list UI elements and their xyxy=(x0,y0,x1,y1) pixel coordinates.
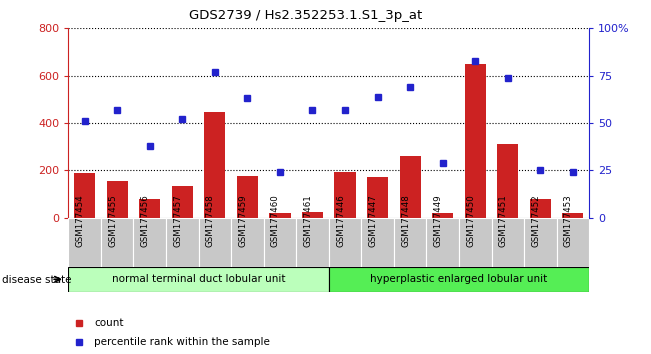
Text: disease state: disease state xyxy=(2,275,72,285)
Bar xyxy=(68,218,101,267)
Text: GSM177461: GSM177461 xyxy=(303,194,312,247)
Bar xyxy=(101,218,133,267)
Bar xyxy=(329,267,589,292)
Bar xyxy=(335,172,355,218)
Bar xyxy=(172,186,193,218)
Text: GSM177450: GSM177450 xyxy=(466,194,475,247)
Bar xyxy=(237,176,258,218)
Text: GDS2739 / Hs2.352253.1.S1_3p_at: GDS2739 / Hs2.352253.1.S1_3p_at xyxy=(189,9,422,22)
Bar xyxy=(68,267,329,292)
Bar xyxy=(524,218,557,267)
Bar xyxy=(367,177,388,218)
Bar xyxy=(204,112,225,218)
Bar xyxy=(432,213,453,218)
Text: GSM177458: GSM177458 xyxy=(206,194,215,247)
Text: GSM177455: GSM177455 xyxy=(108,194,117,247)
Bar xyxy=(139,199,160,218)
Text: hyperplastic enlarged lobular unit: hyperplastic enlarged lobular unit xyxy=(370,274,547,284)
Text: GSM177446: GSM177446 xyxy=(336,194,345,247)
Text: GSM177457: GSM177457 xyxy=(173,194,182,247)
Text: GSM177460: GSM177460 xyxy=(271,194,280,247)
Text: percentile rank within the sample: percentile rank within the sample xyxy=(94,337,270,347)
Text: normal terminal duct lobular unit: normal terminal duct lobular unit xyxy=(112,274,285,284)
Bar xyxy=(492,218,524,267)
Bar xyxy=(394,218,426,267)
Bar xyxy=(296,218,329,267)
Bar xyxy=(166,218,199,267)
Bar xyxy=(107,181,128,218)
Text: GSM177459: GSM177459 xyxy=(238,194,247,246)
Bar xyxy=(426,218,459,267)
Bar xyxy=(231,218,264,267)
Bar xyxy=(530,199,551,218)
Bar xyxy=(459,218,492,267)
Bar xyxy=(400,156,421,218)
Bar xyxy=(361,218,394,267)
Text: GSM177449: GSM177449 xyxy=(434,194,443,246)
Text: GSM177447: GSM177447 xyxy=(368,194,378,247)
Text: count: count xyxy=(94,318,124,329)
Bar xyxy=(557,218,589,267)
Bar xyxy=(465,64,486,218)
Text: GSM177454: GSM177454 xyxy=(76,194,85,247)
Bar xyxy=(270,213,290,218)
Bar xyxy=(133,218,166,267)
Text: GSM177453: GSM177453 xyxy=(564,194,573,247)
Bar xyxy=(497,144,518,218)
Text: GSM177456: GSM177456 xyxy=(141,194,150,247)
Text: GSM177451: GSM177451 xyxy=(499,194,508,247)
Bar xyxy=(329,218,361,267)
Bar xyxy=(302,212,323,218)
Text: GSM177448: GSM177448 xyxy=(401,194,410,247)
Bar xyxy=(199,218,231,267)
Text: GSM177452: GSM177452 xyxy=(531,194,540,247)
Bar xyxy=(562,213,583,218)
Bar xyxy=(264,218,296,267)
Bar xyxy=(74,173,95,218)
